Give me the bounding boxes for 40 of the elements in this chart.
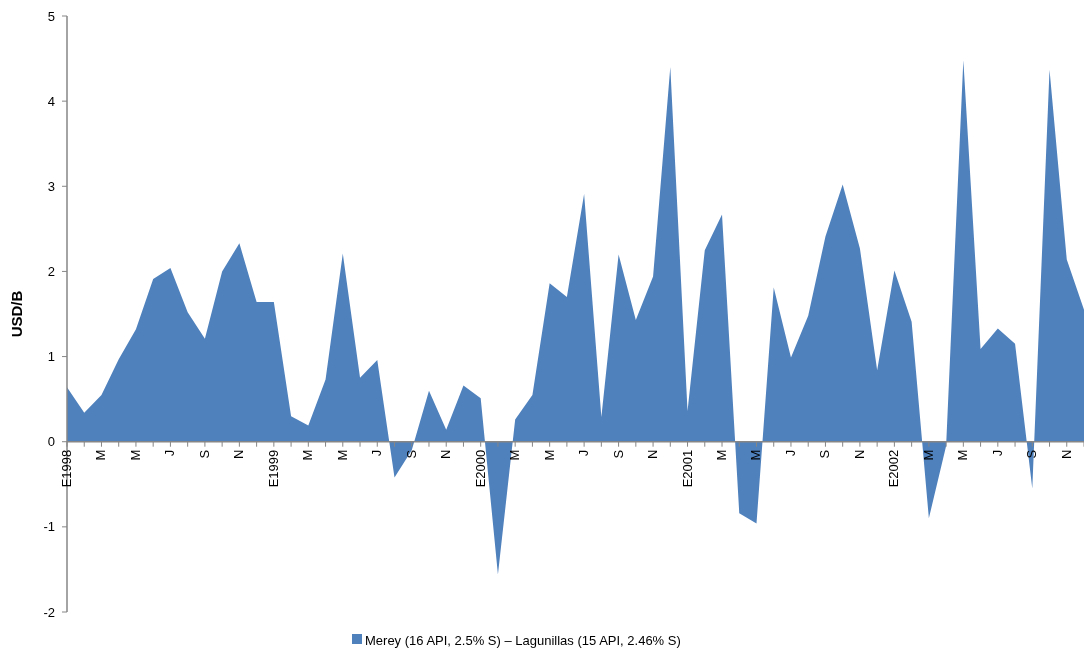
y-tick-label: 1 (47, 349, 55, 365)
x-tick-label: N (851, 449, 867, 460)
y-tick-label: -2 (43, 604, 55, 620)
x-tick-label: M (714, 449, 730, 461)
x-tick-label: M (334, 449, 350, 461)
x-tick-label: M (748, 449, 764, 461)
x-tick-label: J (162, 449, 178, 457)
x-tick-label: M (127, 449, 143, 461)
y-tick-label: -1 (43, 519, 55, 535)
x-tick-label: S (403, 449, 419, 459)
y-tick-label: 0 (47, 434, 55, 450)
x-tick-label: S (817, 449, 833, 459)
x-tick-label: N (1058, 449, 1074, 460)
x-tick-label: M (93, 449, 109, 461)
x-tick-label: S (610, 449, 626, 459)
x-tick-label: E2002 (886, 449, 902, 488)
y-tick-label: 2 (47, 263, 55, 279)
y-tick-label: 3 (47, 178, 55, 194)
x-tick-label: J (369, 449, 385, 457)
x-tick-label: M (541, 449, 557, 461)
x-tick-label: J (576, 449, 592, 457)
x-tick-label: N (438, 449, 454, 460)
x-tick-label: E1999 (265, 449, 281, 488)
x-tick-label: E2000 (472, 449, 488, 488)
x-tick-label: M (920, 449, 936, 461)
x-tick-label: N (645, 449, 661, 460)
x-tick-label: M (955, 449, 971, 461)
x-tick-label: E1998 (59, 449, 74, 488)
y-tick-label: 4 (47, 93, 55, 109)
x-tick-label: S (196, 449, 212, 459)
x-tick-label: M (507, 449, 523, 461)
legend-label: Merey (16 API, 2.5% S) – Lagunillas (15 API, 2.46% S) (365, 633, 681, 648)
x-tick-label: J (782, 449, 798, 457)
x-tick-label: J (989, 449, 1005, 457)
y-axis-title: USD/B (8, 290, 25, 338)
x-tick-label: N (231, 449, 247, 460)
x-tick-label: M (300, 449, 316, 461)
x-tick-label: E2001 (679, 449, 695, 488)
y-tick-label: 5 (47, 8, 55, 24)
x-tick-label: S (1024, 449, 1040, 459)
